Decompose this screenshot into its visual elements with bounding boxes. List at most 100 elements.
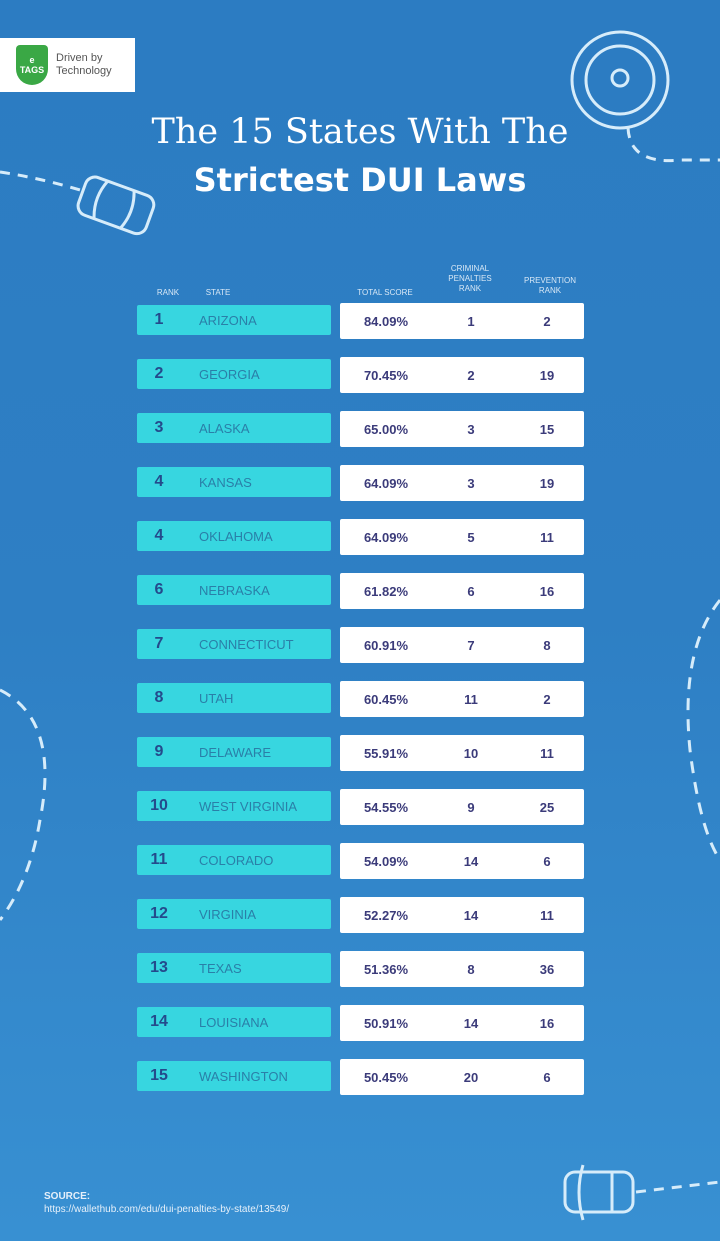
criminal-penalties-rank: 7 xyxy=(467,638,475,653)
total-score: 64.09% xyxy=(363,476,409,491)
table-row: 4 OKLAHOMA 64.09% 5 11 xyxy=(137,519,584,555)
criminal-penalties-rank: 3 xyxy=(467,422,475,437)
state-cell: 13 TEXAS xyxy=(137,953,331,983)
table-row: 10 WEST VIRGINIA 54.55% 9 25 xyxy=(137,789,584,825)
state-cell: 2 GEORGIA xyxy=(137,359,331,389)
prevention-rank: 8 xyxy=(543,638,551,653)
table-row: 12 VIRGINIA 52.27% 14 11 xyxy=(137,897,584,933)
page-title: The 15 States With The Strictest DUI Law… xyxy=(151,112,569,199)
rank: 8 xyxy=(154,689,164,706)
rank: 13 xyxy=(150,959,168,976)
total-score: 61.82% xyxy=(363,584,409,599)
header-state: STATE xyxy=(205,288,231,297)
prevention-rank: 25 xyxy=(539,800,555,815)
values-cell: 60.91% 7 8 xyxy=(340,627,584,663)
criminal-penalties-rank: 2 xyxy=(467,368,475,383)
rank: 2 xyxy=(154,365,164,382)
values-cell: 64.09% 5 11 xyxy=(340,519,584,555)
state-cell: 8 UTAH xyxy=(137,683,331,713)
state-cell: 4 OKLAHOMA xyxy=(137,521,331,551)
total-score: 70.45% xyxy=(363,368,409,383)
car-icon xyxy=(563,1164,635,1221)
steering-wheel-icon xyxy=(570,30,670,130)
logo: e TAGS Driven by Technology xyxy=(0,38,135,92)
total-score: 54.09% xyxy=(363,854,409,869)
total-score: 51.36% xyxy=(363,962,409,977)
values-cell: 65.00% 3 15 xyxy=(340,411,584,447)
values-cell: 84.09% 1 2 xyxy=(340,303,584,339)
table-row: 14 LOUISIANA 50.91% 14 16 xyxy=(137,1005,584,1041)
state-cell: 10 WEST VIRGINIA xyxy=(137,791,331,821)
rank: 4 xyxy=(154,527,164,544)
state-cell: 7 CONNECTICUT xyxy=(137,629,331,659)
values-cell: 51.36% 8 36 xyxy=(340,951,584,987)
criminal-penalties-rank: 3 xyxy=(467,476,475,491)
state-name: ARIZONA xyxy=(199,313,257,328)
criminal-penalties-rank: 8 xyxy=(467,962,475,977)
rank: 11 xyxy=(150,851,168,868)
prevention-rank: 11 xyxy=(540,746,554,761)
state-name: DELAWARE xyxy=(199,745,271,760)
state-cell: 1 ARIZONA xyxy=(137,305,331,335)
prevention-rank: 6 xyxy=(543,1070,551,1085)
total-score: 60.91% xyxy=(363,638,409,653)
state-name: OKLAHOMA xyxy=(199,529,273,544)
state-cell: 15 WASHINGTON xyxy=(137,1061,331,1091)
state-cell: 3 ALASKA xyxy=(137,413,331,443)
state-cell: 9 DELAWARE xyxy=(137,737,331,767)
values-cell: 52.27% 14 11 xyxy=(340,897,584,933)
state-name: COLORADO xyxy=(199,853,274,868)
criminal-penalties-rank: 5 xyxy=(467,530,475,545)
rank: 14 xyxy=(150,1013,168,1030)
values-cell: 54.09% 14 6 xyxy=(340,843,584,879)
total-score: 54.55% xyxy=(363,800,409,815)
values-cell: 64.09% 3 19 xyxy=(340,465,584,501)
table-row: 4 KANSAS 64.09% 3 19 xyxy=(137,465,584,501)
state-cell: 6 NEBRASKA xyxy=(137,575,331,605)
state-cell: 11 COLORADO xyxy=(137,845,331,875)
rank: 15 xyxy=(150,1067,168,1084)
criminal-penalties-rank: 14 xyxy=(463,854,479,869)
header-criminal-penalties-rank: CRIMINAL PENALTIES RANK xyxy=(448,264,492,293)
prevention-rank: 15 xyxy=(539,422,555,437)
state-name: ALASKA xyxy=(199,421,250,436)
state-name: WASHINGTON xyxy=(199,1069,288,1084)
total-score: 84.09% xyxy=(363,314,409,329)
prevention-rank: 6 xyxy=(543,854,551,869)
header-prevention-rank: PREVENTION RANK xyxy=(523,276,576,295)
total-score: 52.27% xyxy=(363,908,409,923)
total-score: 65.00% xyxy=(363,422,409,437)
state-cell: 14 LOUISIANA xyxy=(137,1007,331,1037)
criminal-penalties-rank: 9 xyxy=(467,800,475,815)
prevention-rank: 11 xyxy=(540,530,554,545)
state-name: WEST VIRGINIA xyxy=(199,799,297,814)
prevention-rank: 36 xyxy=(539,962,555,977)
table-row: 15 WASHINGTON 50.45% 20 6 xyxy=(137,1059,584,1095)
total-score: 50.45% xyxy=(363,1070,409,1085)
state-name: UTAH xyxy=(199,691,234,706)
values-cell: 55.91% 10 11 xyxy=(340,735,584,771)
criminal-penalties-rank: 1 xyxy=(467,314,475,329)
rank: 12 xyxy=(150,905,168,922)
source-url[interactable]: https://wallethub.com/edu/dui-penalties-… xyxy=(44,1204,290,1215)
table-row: 9 DELAWARE 55.91% 10 11 xyxy=(137,735,584,771)
table-row: 2 GEORGIA 70.45% 2 19 xyxy=(137,357,584,393)
values-cell: 54.55% 9 25 xyxy=(340,789,584,825)
rank: 6 xyxy=(154,581,164,598)
total-score: 55.91% xyxy=(363,746,409,761)
criminal-penalties-rank: 14 xyxy=(463,1016,479,1031)
table-row: 3 ALASKA 65.00% 3 15 xyxy=(137,411,584,447)
total-score: 64.09% xyxy=(363,530,409,545)
rank: 7 xyxy=(154,635,164,652)
prevention-rank: 2 xyxy=(543,314,551,329)
prevention-rank: 19 xyxy=(539,368,555,383)
state-cell: 4 KANSAS xyxy=(137,467,331,497)
state-name: LOUISIANA xyxy=(199,1015,269,1030)
criminal-penalties-rank: 6 xyxy=(467,584,475,599)
table-row: 11 COLORADO 54.09% 14 6 xyxy=(137,843,584,879)
criminal-penalties-rank: 20 xyxy=(463,1070,479,1085)
values-cell: 70.45% 2 19 xyxy=(340,357,584,393)
total-score: 50.91% xyxy=(363,1016,409,1031)
prevention-rank: 16 xyxy=(539,1016,555,1031)
